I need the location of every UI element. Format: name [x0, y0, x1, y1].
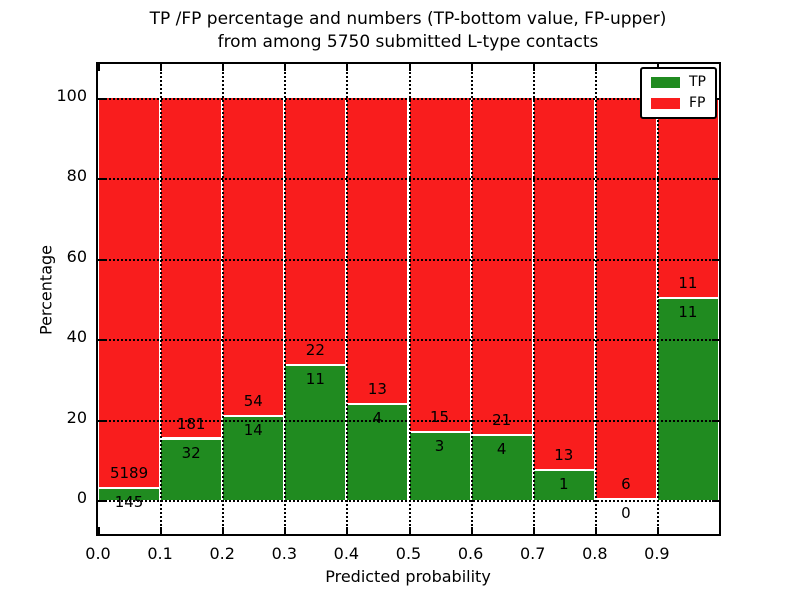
- legend-entry-fp: FP: [651, 96, 706, 111]
- bar-tp-segment: [470, 435, 533, 500]
- x-axis-label: Predicted probability: [325, 567, 491, 586]
- bar-fp-segment: [284, 98, 347, 366]
- x-tick: [408, 527, 411, 534]
- y-tick-label: 20: [66, 407, 87, 427]
- legend-swatch-tp-icon: [651, 77, 680, 88]
- gridline-vertical: [594, 64, 597, 534]
- x-tick-label: 0.8: [582, 544, 608, 563]
- x-tick-label: 0.5: [395, 544, 422, 563]
- chart-title-line1: TP /FP percentage and numbers (TP-bottom…: [149, 9, 667, 29]
- bar-fp-segment: [408, 98, 471, 433]
- x-tick: [532, 64, 535, 71]
- y-tick: [98, 258, 105, 261]
- x-tick: [346, 527, 349, 534]
- x-tick-label: 0.4: [333, 544, 360, 563]
- legend-label-tp: TP: [689, 74, 706, 90]
- x-tick: [222, 64, 225, 71]
- bar-tp-segment: [160, 439, 223, 500]
- x-tick: [594, 64, 597, 71]
- bar-tp-count-label: 0: [621, 503, 631, 522]
- y-tick: [712, 499, 719, 502]
- plot-area: TP FP 5189 145 181 32 54 14 22 11 13 4 15 3 21 4 13 1 6 0…: [96, 62, 721, 536]
- y-tick: [98, 499, 105, 502]
- bar-fp-segment: [222, 98, 285, 418]
- x-tick-label: 0.2: [209, 544, 235, 563]
- y-tick: [98, 98, 105, 101]
- x-tick-label: 0.1: [147, 544, 173, 563]
- gridline-vertical: [160, 64, 163, 534]
- x-tick: [594, 527, 597, 534]
- x-tick: [470, 527, 473, 534]
- bar-tp-segment: [98, 488, 161, 500]
- bar-fp-segment: [594, 98, 657, 500]
- x-tick: [284, 527, 287, 534]
- legend-swatch-fp-icon: [651, 98, 680, 109]
- x-tick-label: 0.3: [271, 544, 298, 563]
- y-tick: [712, 258, 719, 261]
- bar-fp-segment: [160, 98, 223, 440]
- y-tick: [98, 419, 105, 422]
- bar-tp-segment: [408, 432, 471, 500]
- x-tick-label: 0.7: [519, 544, 546, 563]
- x-tick: [656, 527, 659, 534]
- x-tick: [98, 527, 100, 534]
- bar-fp-segment: [656, 98, 719, 299]
- x-tick: [346, 64, 349, 71]
- x-tick-label: 0.0: [85, 544, 111, 563]
- gridline-vertical: [656, 64, 659, 534]
- x-tick: [160, 527, 163, 534]
- bar-fp-segment: [532, 98, 595, 472]
- y-tick-label: 100: [56, 86, 87, 106]
- x-tick: [98, 64, 100, 71]
- bar-tp-segment: [222, 417, 285, 500]
- x-tick: [532, 527, 535, 534]
- y-tick: [98, 339, 105, 342]
- bar-tp-segment: [532, 471, 595, 500]
- bar-fp-segment: [98, 98, 161, 489]
- x-tick: [470, 64, 473, 71]
- y-tick: [98, 178, 105, 181]
- gridline-vertical: [284, 64, 287, 534]
- legend: TP FP: [640, 67, 717, 119]
- bar-fp-segment: [470, 98, 533, 436]
- legend-entry-tp: TP: [651, 75, 706, 90]
- x-tick: [160, 64, 163, 71]
- y-tick-label: 60: [66, 246, 87, 266]
- y-tick-label: 0: [76, 487, 87, 507]
- gridline-vertical: [222, 64, 225, 534]
- bar-fp-segment: [346, 98, 409, 406]
- chart-title: TP /FP percentage and numbers (TP-bottom…: [96, 8, 720, 54]
- bar-tp-segment: [656, 299, 719, 500]
- gridline-vertical: [470, 64, 473, 534]
- bar-tp-segment: [284, 365, 347, 500]
- x-tick: [408, 64, 411, 71]
- y-tick-label: 80: [66, 166, 87, 186]
- x-tick-label: 0.6: [457, 544, 484, 563]
- gridline-vertical: [532, 64, 535, 534]
- x-tick: [284, 64, 287, 71]
- x-tick-label: 0.9: [644, 544, 670, 563]
- y-tick: [712, 339, 719, 342]
- y-tick: [712, 419, 719, 422]
- y-tick: [712, 178, 719, 181]
- gridline-vertical: [408, 64, 411, 534]
- gridline-vertical: [346, 64, 349, 534]
- legend-label-fp: FP: [689, 95, 706, 111]
- x-tick: [222, 527, 225, 534]
- y-tick-label: 40: [66, 327, 87, 347]
- chart-title-line2: from among 5750 submitted L-type contact…: [217, 32, 599, 52]
